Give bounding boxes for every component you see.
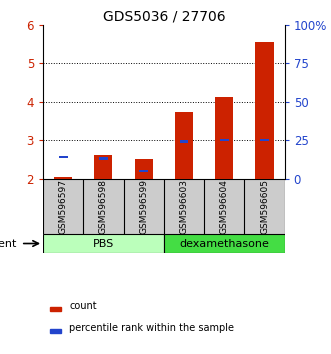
- Bar: [139, 170, 148, 172]
- Bar: [256, 42, 274, 179]
- Bar: [99, 157, 108, 160]
- Text: GSM596599: GSM596599: [139, 179, 148, 234]
- Text: GSM596603: GSM596603: [179, 179, 188, 234]
- Text: percentile rank within the sample: percentile rank within the sample: [70, 322, 234, 332]
- Bar: [135, 159, 153, 179]
- Bar: [179, 140, 188, 143]
- Bar: [50, 329, 61, 333]
- Bar: [215, 97, 233, 179]
- Bar: [50, 307, 61, 311]
- Bar: [175, 113, 193, 179]
- Text: count: count: [70, 301, 97, 311]
- Text: dexamethasone: dexamethasone: [179, 239, 269, 249]
- Text: GSM596604: GSM596604: [220, 179, 229, 234]
- Bar: [164, 234, 285, 253]
- Text: PBS: PBS: [93, 239, 114, 249]
- Bar: [260, 139, 269, 142]
- Title: GDS5036 / 27706: GDS5036 / 27706: [103, 10, 225, 24]
- Bar: [220, 139, 229, 142]
- Bar: [43, 234, 164, 253]
- Text: agent: agent: [0, 239, 17, 249]
- Text: GSM596598: GSM596598: [99, 179, 108, 234]
- Bar: [54, 177, 72, 179]
- Bar: [94, 155, 113, 179]
- Text: GSM596605: GSM596605: [260, 179, 269, 234]
- Bar: [59, 156, 68, 158]
- Text: GSM596597: GSM596597: [59, 179, 68, 234]
